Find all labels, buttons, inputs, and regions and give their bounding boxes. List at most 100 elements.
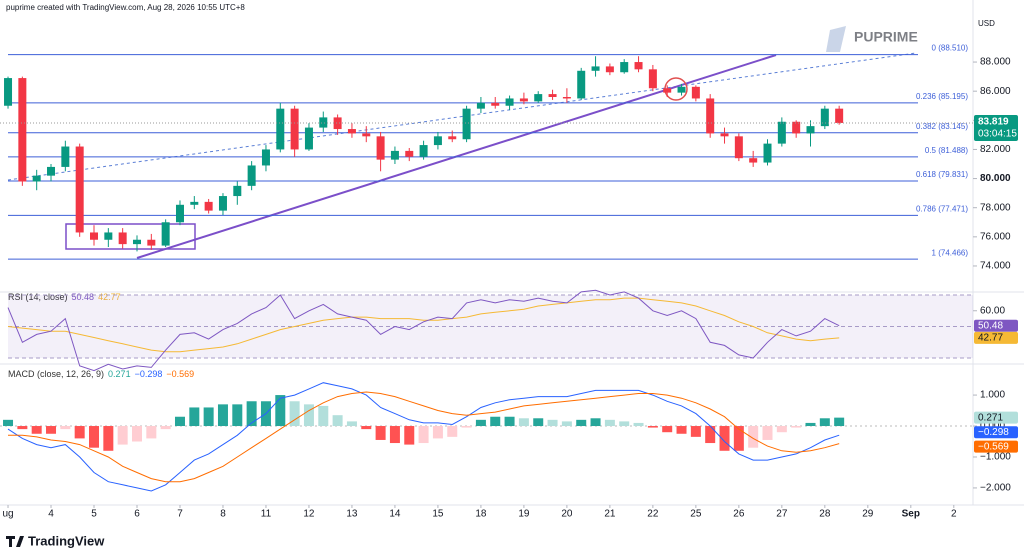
price-tag [974,426,1018,439]
candle-body [648,69,657,89]
x-tick-label: 15 [432,509,444,520]
y-tick-label: −2.000 [980,483,1011,494]
candle-body [491,102,500,106]
candle-body [175,204,184,223]
fib-label: 0.618 (79.831) [916,170,968,179]
candle-body [691,86,700,99]
x-tick-label: 6 [134,509,140,520]
x-tick-label: 19 [518,509,530,520]
histogram-bar [131,426,142,442]
macd-title: MACD (close, 12, 26, 9) [8,369,104,379]
candle-body [749,158,758,163]
candle-body [591,66,600,71]
range-box [65,223,196,250]
histogram-bar [275,395,286,427]
histogram-bar [74,426,85,439]
histogram-bar [633,422,644,427]
candle-body [247,165,256,186]
price-tag [974,331,1018,344]
histogram-bar [533,418,544,427]
candle-body [147,239,156,246]
histogram-bar [146,426,157,439]
x-tick-label: ug [2,509,13,520]
rsi-band [8,295,973,358]
x-tick-label: 13 [346,509,358,520]
x-tick-label: 18 [475,509,487,520]
header: puprime created with TradingView.com, Au… [6,3,245,12]
histogram-bar [17,426,28,430]
rsi-line [7,297,840,353]
candle-body [806,126,815,134]
histogram-bar [776,426,787,433]
fib-label: 0.5 (81.488) [925,146,968,155]
histogram-bar [504,416,515,427]
histogram-bar [389,426,400,444]
candle-body [562,97,571,99]
fib-label: 1 (74.466) [932,248,969,257]
x-tick-label: 14 [389,509,401,520]
currency: USD [978,19,995,28]
candle-body [276,108,285,150]
candle-body [835,108,844,123]
price-tag-label: −0.569 [978,441,1009,452]
histogram-bar [404,426,415,445]
fib-label: 0.786 (77.471) [916,205,968,214]
candle-body [347,129,356,134]
x-tick-label: Sep [902,509,920,520]
footer-icon [6,536,24,547]
histogram-bar [547,419,558,427]
y-tick-label: 60.00 [980,305,1005,316]
hist-value: 0.271 [108,369,131,379]
candle-body [4,78,13,106]
y-tick-label: 1.000 [980,390,1005,401]
histogram-bar [332,415,343,427]
x-tick-label: 21 [604,509,616,520]
candle-body [820,108,829,127]
trend-line-dashed [7,52,917,181]
y-tick-label: 0.000 [980,421,1005,432]
price-tag-label: 42.77 [978,333,1003,344]
candle-body [777,121,786,144]
histogram-bar [604,419,615,427]
y-tick-label: 74.000 [980,261,1011,272]
histogram-bar [232,404,243,427]
candle-body [32,175,41,182]
histogram-bar [805,422,816,427]
candle-body [47,166,56,176]
candle-body [161,222,170,246]
histogram-bar [103,426,114,451]
macd-line [7,382,840,492]
histogram-bar [490,416,501,427]
macd-line [8,391,840,483]
candle-body [634,62,643,70]
fib-label: 0.236 (85.195) [916,92,968,101]
candle-body [734,136,743,159]
histogram-bar [819,418,830,427]
histogram-bar [246,401,257,427]
candle-body [218,196,227,211]
candle-body [376,136,385,160]
price-tag [974,411,1018,424]
price-tag-label: 50.48 [978,320,1003,331]
candle-body [706,98,715,134]
rsi-line [7,289,840,372]
price-tag [974,319,1018,332]
y-tick-label: 86.000 [980,86,1011,97]
candle-body [663,88,672,93]
candle-body [405,150,414,157]
histogram-bar [590,418,601,427]
price-tag-label: −0.298 [978,427,1009,438]
candle-body [548,94,557,98]
histogram-bar [418,426,429,444]
histogram-bar [561,421,572,427]
macd-value: −0.298 [135,369,163,379]
x-tick-label: 28 [819,509,831,520]
histogram-bar [60,426,71,430]
rsi-ma-value: 42.77 [98,292,121,302]
x-tick-label: 7 [177,509,183,520]
histogram-bar [647,426,658,428]
candle-body [720,133,729,137]
histogram-bar [834,417,845,427]
